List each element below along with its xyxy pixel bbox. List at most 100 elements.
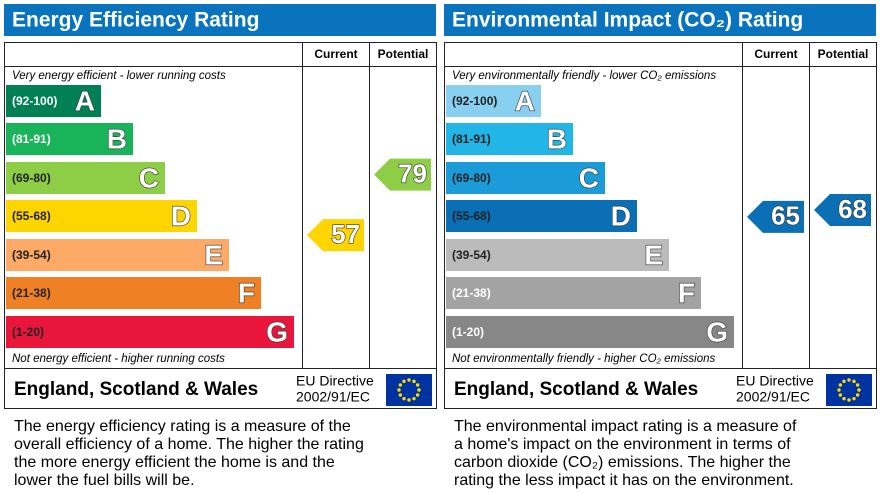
rating-arrow (374, 158, 431, 191)
band-range: (81-91) (452, 132, 491, 146)
band-bar (6, 200, 197, 232)
band-bar (6, 239, 229, 271)
band-letter: D (611, 200, 631, 231)
band-letter: F (678, 277, 695, 308)
flag-star (855, 383, 860, 387)
flag-star (407, 398, 411, 402)
band-letter: B (547, 123, 567, 154)
directive: EU Directive (736, 373, 814, 389)
flag-star (852, 396, 856, 401)
band-letter: B (107, 123, 127, 154)
band-letter: F (238, 277, 255, 308)
band-range: (1-20) (12, 325, 44, 339)
flag-star (847, 398, 851, 402)
band-range: (21-38) (12, 286, 51, 300)
band-bar (6, 277, 261, 309)
band-letter: G (706, 316, 728, 347)
flag-star (838, 383, 843, 387)
chart-frame (444, 42, 877, 409)
band-letter: D (171, 200, 191, 231)
top-note: Very energy efficient - lower running co… (12, 70, 226, 82)
description-line: The energy efficiency rating is a measur… (14, 418, 351, 435)
col-header: Potential (818, 47, 869, 61)
flag-star (837, 388, 841, 392)
description-line: The environmental impact rating is a mea… (454, 418, 797, 435)
rating-value: 79 (398, 159, 427, 189)
band-range: (69-80) (12, 171, 51, 185)
chart-frame (4, 42, 437, 409)
band-bar (446, 239, 669, 271)
flag-star (857, 388, 861, 392)
flag-star (397, 388, 401, 392)
band-bar (446, 85, 541, 117)
band-letter: C (579, 162, 599, 193)
band-range: (39-54) (452, 248, 491, 262)
flag-star (855, 393, 860, 397)
panel-title: Environmental Impact (CO₂) Rating (452, 9, 803, 32)
band-range: (21-38) (452, 286, 491, 300)
flag-star (412, 379, 416, 384)
col-header: Potential (378, 47, 429, 61)
band-range: (39-54) (12, 248, 51, 262)
band-range: (81-91) (12, 132, 51, 146)
band-letter: C (139, 162, 159, 193)
top-note: Very environmentally friendly - lower CO… (452, 70, 716, 82)
flag-star (412, 396, 416, 401)
region: England, Scotland & Wales (14, 379, 258, 400)
flag-star (407, 378, 411, 382)
band-bar (6, 123, 133, 155)
band-bar (6, 85, 101, 117)
band-range: (69-80) (452, 171, 491, 185)
flag-star (402, 396, 406, 401)
band-letter: E (644, 239, 663, 270)
directive-code: 2002/91/EC (736, 389, 810, 405)
band-range: (92-100) (452, 94, 497, 108)
directive: EU Directive (296, 373, 374, 389)
col-header: Current (314, 47, 357, 61)
panel-title: Energy Efficiency Rating (12, 9, 259, 32)
rating-value: 68 (838, 194, 867, 224)
rating-arrow (814, 194, 871, 226)
rating-value: 57 (331, 219, 360, 249)
band-range: (1-20) (452, 325, 484, 339)
rating-arrow (747, 200, 804, 233)
band-letter: E (204, 239, 223, 270)
band-bar (446, 200, 637, 232)
bottom-note: Not environmentally friendly - higher CO… (452, 353, 715, 365)
flag-star (417, 388, 421, 392)
band-bar (446, 316, 734, 348)
description-line: carbon dioxide (CO₂) emissions. The high… (454, 454, 791, 471)
title-bar (444, 4, 876, 36)
flag-star (838, 393, 843, 397)
flag-star (415, 393, 420, 397)
title-bar (4, 4, 436, 36)
band-letter: A (515, 85, 535, 116)
bottom-note: Not energy efficient - higher running co… (12, 353, 225, 365)
region: England, Scotland & Wales (454, 379, 698, 400)
band-bar (6, 316, 294, 348)
flag-star (402, 379, 406, 384)
flag-star (415, 383, 420, 387)
band-bar (6, 162, 165, 194)
band-letter: G (266, 316, 288, 347)
flag-star (398, 393, 403, 397)
description-line: a home's impact on the environment in te… (454, 436, 791, 453)
flag-star (842, 396, 846, 401)
band-letter: A (75, 85, 95, 116)
band-range: (55-68) (452, 209, 491, 223)
col-header: Current (754, 47, 797, 61)
band-range: (55-68) (12, 209, 51, 223)
band-bar (446, 162, 605, 194)
flag-star (842, 379, 846, 384)
flag-star (847, 378, 851, 382)
rating-arrow (307, 219, 364, 252)
flag-star (398, 383, 403, 387)
flag-star (852, 379, 856, 384)
band-bar (446, 123, 573, 155)
description-line: overall efficiency of a home. The higher… (14, 436, 364, 453)
description-line: the more energy efficient the home is an… (14, 454, 335, 471)
band-bar (446, 277, 701, 309)
directive-code: 2002/91/EC (296, 389, 370, 405)
rating-value: 65 (771, 201, 800, 231)
